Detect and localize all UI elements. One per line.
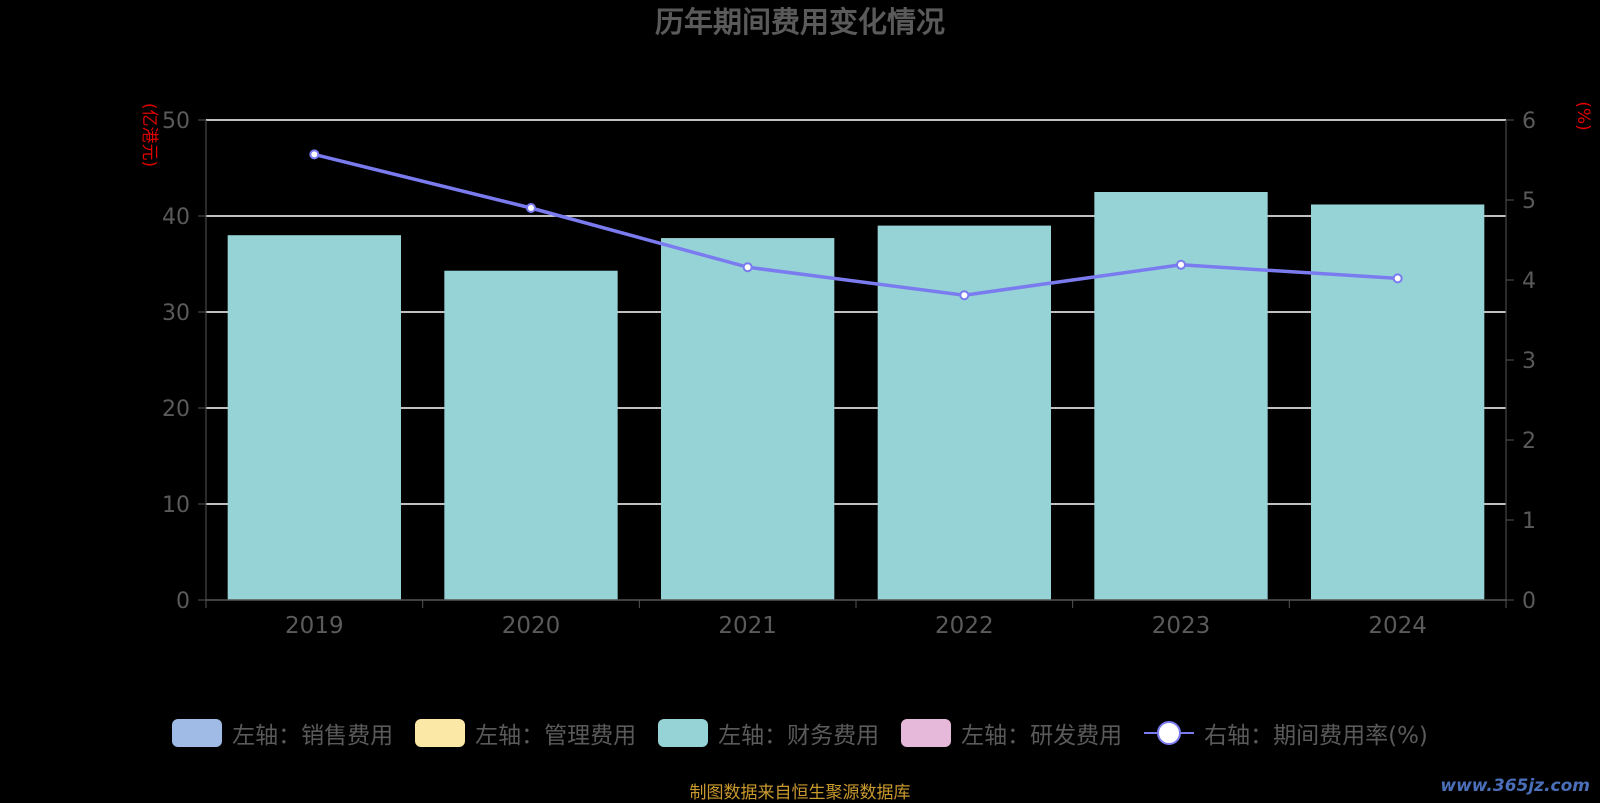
legend-item-admin[interactable]: 左轴：管理费用: [415, 716, 636, 750]
left-axis-tick-label: 40: [162, 205, 190, 230]
bar: [877, 225, 1051, 600]
line-point: [1392, 273, 1403, 284]
left-axis-tick-label: 30: [162, 301, 190, 326]
line-point: [1176, 259, 1186, 270]
line-point: [742, 262, 753, 273]
bar: [1094, 192, 1268, 600]
gridlines: [206, 119, 1506, 505]
legend-swatch: [901, 719, 952, 747]
line-point: [959, 290, 970, 301]
x-axis-tick-label: 2019: [285, 613, 344, 639]
x-axis-tick-label: 2020: [502, 613, 561, 639]
left-axis-unit: (亿港元): [139, 103, 159, 167]
legend-item-rnd[interactable]: 左轴：研发费用: [901, 716, 1122, 750]
line-series: [309, 149, 1403, 301]
legend-swatch: [658, 719, 709, 747]
x-axis-tick-label: 2022: [935, 613, 994, 639]
legend-swatch: [415, 719, 466, 747]
right-axis-tick-label: 2: [1522, 429, 1536, 454]
legend-label: 左轴：销售费用: [232, 723, 394, 749]
legend-label: 左轴：财务费用: [718, 723, 880, 749]
right-axis-tick-label: 4: [1522, 269, 1536, 294]
x-axis-tick-label: 2023: [1152, 613, 1211, 639]
bar: [1311, 204, 1485, 601]
x-axis-tick-label: 2024: [1368, 613, 1427, 639]
right-axis-tick-label: 0: [1522, 589, 1536, 614]
legend-item-expense-rate[interactable]: 右轴：期间费用率(%): [1144, 716, 1428, 750]
line-path: [313, 152, 1398, 297]
right-axis-tick-label: 5: [1522, 189, 1536, 214]
left-axis-tick-label: 0: [176, 589, 190, 614]
bar: [661, 238, 835, 600]
bar: [444, 270, 618, 600]
legend-label: 右轴：期间费用率(%): [1204, 723, 1428, 749]
legend-line-marker-icon: [1144, 719, 1195, 747]
legend-item-sales[interactable]: 左轴：销售费用: [172, 716, 393, 750]
line-point: [526, 203, 536, 213]
watermark: www.365jz.com: [1440, 776, 1590, 796]
right-axis-tick-label: 3: [1522, 349, 1536, 374]
left-axis-tick-label: 10: [162, 493, 190, 518]
left-axis-tick-label: 20: [162, 397, 190, 422]
source-note: 制图数据来自恒生聚源数据库: [689, 783, 911, 803]
right-axis-tick-label: 6: [1522, 109, 1536, 134]
legend-label: 左轴：研发费用: [961, 723, 1123, 749]
legend-label: 左轴：管理费用: [475, 723, 637, 749]
bar: [227, 235, 401, 600]
legend: 左轴：销售费用 左轴：管理费用 左轴：财务费用 左轴：研发费用 右轴：期间费用率…: [0, 716, 1600, 750]
axes: 0 10 20 30 40 50 0 1 2 3 4 5 6 2019 2020 2021 2022 2023 20…: [162, 109, 1536, 639]
right-axis-tick-label: 1: [1522, 509, 1536, 534]
x-axis-tick-label: 2021: [718, 613, 777, 639]
legend-item-finance[interactable]: 左轴：财务费用: [658, 716, 879, 750]
line-point: [309, 149, 320, 160]
left-axis-tick-label: 50: [162, 109, 190, 134]
chart-title: 历年期间费用变化情况: [655, 5, 945, 39]
right-axis-unit: (%): [1573, 101, 1593, 130]
bar-series: [227, 192, 1485, 601]
legend-swatch: [172, 719, 223, 747]
